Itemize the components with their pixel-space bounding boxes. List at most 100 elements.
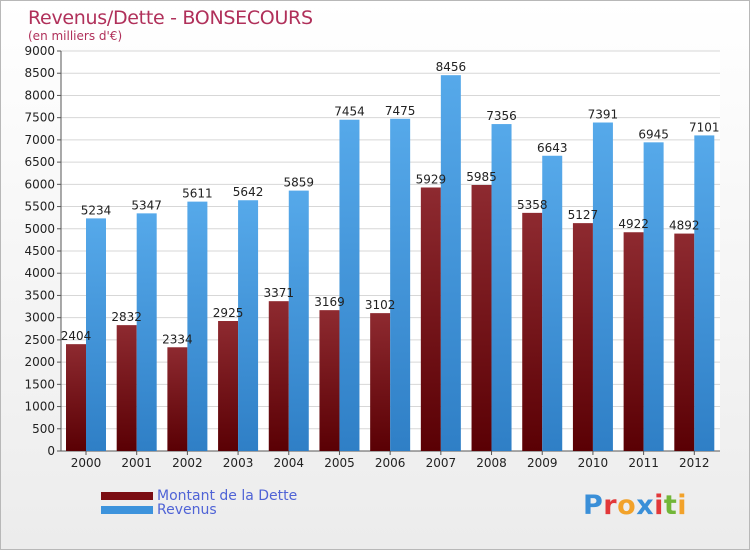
y-tick-label: 5500 — [24, 200, 55, 214]
x-tick-label-2006: 2006 — [375, 456, 406, 470]
data-label-revenue-2008: 7356 — [486, 109, 517, 123]
bar-debt-2009 — [522, 212, 543, 451]
x-tick-label-2003: 2003 — [223, 456, 254, 470]
y-tick-label: 6500 — [24, 155, 55, 169]
y-tick-label: 7500 — [24, 111, 55, 125]
bar-debt-2001 — [116, 325, 137, 451]
bar-debt-2012 — [674, 233, 695, 451]
data-label-revenue-2002: 5611 — [182, 187, 213, 201]
bar-debt-2006 — [370, 313, 391, 451]
data-label-revenue-2004: 5859 — [283, 176, 314, 190]
y-tick-label: 2500 — [24, 333, 55, 347]
y-tick-label: 2000 — [24, 355, 55, 369]
bar-debt-2000 — [66, 344, 86, 451]
x-tick-label-2002: 2002 — [172, 456, 203, 470]
data-label-revenue-2001: 5347 — [131, 198, 162, 212]
logo-letter: t — [663, 490, 678, 521]
data-label-revenue-2010: 7391 — [588, 108, 619, 122]
data-label-revenue-2000: 5234 — [81, 203, 112, 217]
y-tick-label: 4500 — [24, 244, 55, 258]
y-tick-label: 1000 — [24, 400, 55, 414]
bar-revenue-2004 — [288, 190, 309, 451]
data-label-revenue-2009: 6643 — [537, 141, 568, 155]
logo-letter: i — [677, 490, 688, 521]
x-tick-label-2001: 2001 — [121, 456, 152, 470]
x-tick-label-2008: 2008 — [476, 456, 507, 470]
bar-revenue-2005 — [339, 119, 360, 451]
y-tick-label: 3500 — [24, 288, 55, 302]
data-label-revenue-2007: 8456 — [436, 60, 467, 74]
bar-debt-2004 — [268, 301, 289, 451]
y-tick-label: 7000 — [24, 133, 55, 147]
data-label-debt-2004: 3371 — [263, 286, 294, 300]
x-tick-label-2010: 2010 — [578, 456, 609, 470]
y-tick-label: 6000 — [24, 177, 55, 191]
x-tick-label-2004: 2004 — [273, 456, 304, 470]
bar-revenue-2009 — [542, 155, 563, 451]
bar-revenue-2002 — [187, 201, 208, 451]
data-label-debt-2008: 5985 — [466, 170, 497, 184]
bar-revenue-2000 — [86, 218, 106, 451]
bar-revenue-2010 — [592, 122, 613, 451]
data-label-revenue-2006: 7475 — [385, 104, 416, 118]
bar-revenue-2011 — [643, 142, 664, 452]
x-tick-label-2009: 2009 — [527, 456, 558, 470]
bar-debt-2007 — [420, 187, 441, 451]
bar-debt-2002 — [167, 347, 188, 451]
x-tick-label-2011: 2011 — [628, 456, 659, 470]
bar-revenue-2012 — [694, 135, 715, 451]
logo-letter: o — [617, 490, 637, 521]
data-label-debt-2001: 2832 — [111, 310, 142, 324]
chart-title: Revenus/Dette - BONSECOURS — [28, 7, 313, 29]
x-tick-label-2012: 2012 — [679, 456, 710, 470]
data-label-debt-2010: 5127 — [568, 208, 599, 222]
data-label-debt-2006: 3102 — [365, 298, 396, 312]
x-tick-label-2005: 2005 — [324, 456, 355, 470]
data-label-revenue-2003: 5642 — [233, 185, 264, 199]
logo-letter: x — [636, 490, 655, 521]
bar-debt-2011 — [623, 232, 644, 451]
y-tick-label: 5000 — [24, 222, 55, 236]
data-label-debt-2005: 3169 — [314, 295, 345, 309]
y-tick-label: 8000 — [24, 88, 55, 102]
data-label-revenue-2005: 7454 — [334, 105, 365, 119]
logo-letter: r — [603, 490, 618, 521]
bar-debt-2005 — [319, 310, 340, 451]
data-label-debt-2007: 5929 — [416, 172, 447, 186]
logo-letter: i — [654, 490, 664, 521]
y-tick-label: 9000 — [24, 44, 55, 58]
legend-swatch-revenue — [101, 506, 153, 514]
y-tick-label: 3000 — [24, 311, 55, 325]
data-label-debt-2000: 2404 — [61, 329, 92, 343]
legend-label-debt: Montant de la Dette — [157, 488, 298, 504]
legend-swatch-debt — [101, 492, 153, 500]
chart-subtitle: (en milliers d'€) — [28, 29, 123, 43]
data-label-revenue-2012: 7101 — [689, 120, 720, 134]
y-tick-label: 1500 — [24, 377, 55, 391]
y-tick-label: 8500 — [24, 66, 55, 80]
bar-debt-2003 — [218, 321, 239, 451]
bar-debt-2010 — [572, 223, 593, 451]
y-tick-label: 500 — [32, 422, 55, 436]
bar-debt-2008 — [471, 185, 492, 451]
bar-revenue-2008 — [491, 124, 512, 452]
data-label-debt-2009: 5358 — [517, 198, 548, 212]
bar-revenue-2003 — [238, 200, 259, 451]
data-label-revenue-2011: 6945 — [638, 127, 669, 141]
legend-label-revenue: Revenus — [157, 502, 217, 518]
legend-item-debt: Montant de la Dette — [101, 488, 298, 504]
y-tick-label: 4000 — [24, 266, 55, 280]
y-tick-label: 0 — [47, 444, 55, 458]
data-label-debt-2003: 2925 — [213, 306, 244, 320]
bar-revenue-2007 — [440, 75, 461, 451]
proxiti-logo: Proxiti — [583, 490, 687, 521]
bar-revenue-2006 — [390, 118, 411, 452]
data-label-debt-2002: 2334 — [162, 332, 193, 346]
logo-letter: P — [583, 490, 604, 521]
data-label-debt-2011: 4922 — [618, 217, 649, 231]
x-tick-label-2007: 2007 — [426, 456, 457, 470]
bar-revenue-2001 — [136, 213, 157, 451]
data-label-debt-2012: 4892 — [669, 219, 700, 233]
